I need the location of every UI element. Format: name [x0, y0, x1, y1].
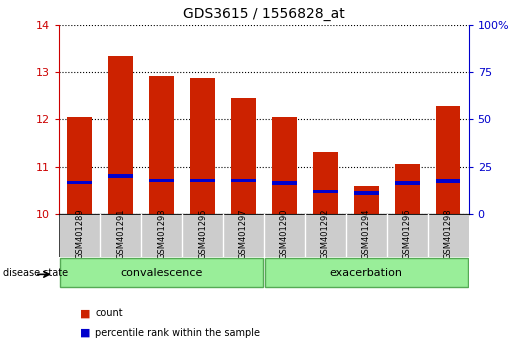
FancyBboxPatch shape [60, 258, 263, 287]
FancyBboxPatch shape [265, 258, 468, 287]
Text: ■: ■ [80, 328, 90, 338]
Text: percentile rank within the sample: percentile rank within the sample [95, 328, 260, 338]
Bar [313, 152, 338, 214]
Bar [67, 117, 92, 214]
Text: ■: ■ [80, 308, 90, 318]
Text: GSM401296: GSM401296 [403, 208, 411, 259]
Bar [190, 179, 215, 182]
Bar [272, 181, 297, 185]
Text: GSM401295: GSM401295 [198, 208, 207, 258]
Bar [149, 76, 174, 214]
Text: GSM401298: GSM401298 [444, 208, 453, 259]
Text: GSM401297: GSM401297 [239, 208, 248, 259]
Text: GSM401294: GSM401294 [362, 208, 371, 258]
Text: exacerbation: exacerbation [330, 268, 403, 278]
Bar [436, 106, 460, 214]
Bar [149, 179, 174, 182]
Bar [354, 191, 379, 195]
Bar [395, 181, 420, 185]
Bar [313, 189, 338, 193]
Title: GDS3615 / 1556828_at: GDS3615 / 1556828_at [183, 7, 345, 21]
Text: GSM401292: GSM401292 [321, 208, 330, 258]
Bar [231, 98, 256, 214]
Bar [272, 117, 297, 214]
Bar [108, 56, 133, 214]
Bar [231, 179, 256, 182]
Text: count: count [95, 308, 123, 318]
Bar [395, 165, 420, 214]
Text: GSM401291: GSM401291 [116, 208, 125, 258]
Text: GSM401290: GSM401290 [280, 208, 289, 258]
Text: disease state: disease state [3, 268, 67, 278]
Bar [436, 179, 460, 183]
Bar [67, 181, 92, 184]
Bar [190, 78, 215, 214]
Text: GSM401289: GSM401289 [75, 208, 84, 259]
Bar [108, 174, 133, 178]
Text: convalescence: convalescence [121, 268, 203, 278]
Text: GSM401293: GSM401293 [157, 208, 166, 259]
Bar [354, 186, 379, 214]
